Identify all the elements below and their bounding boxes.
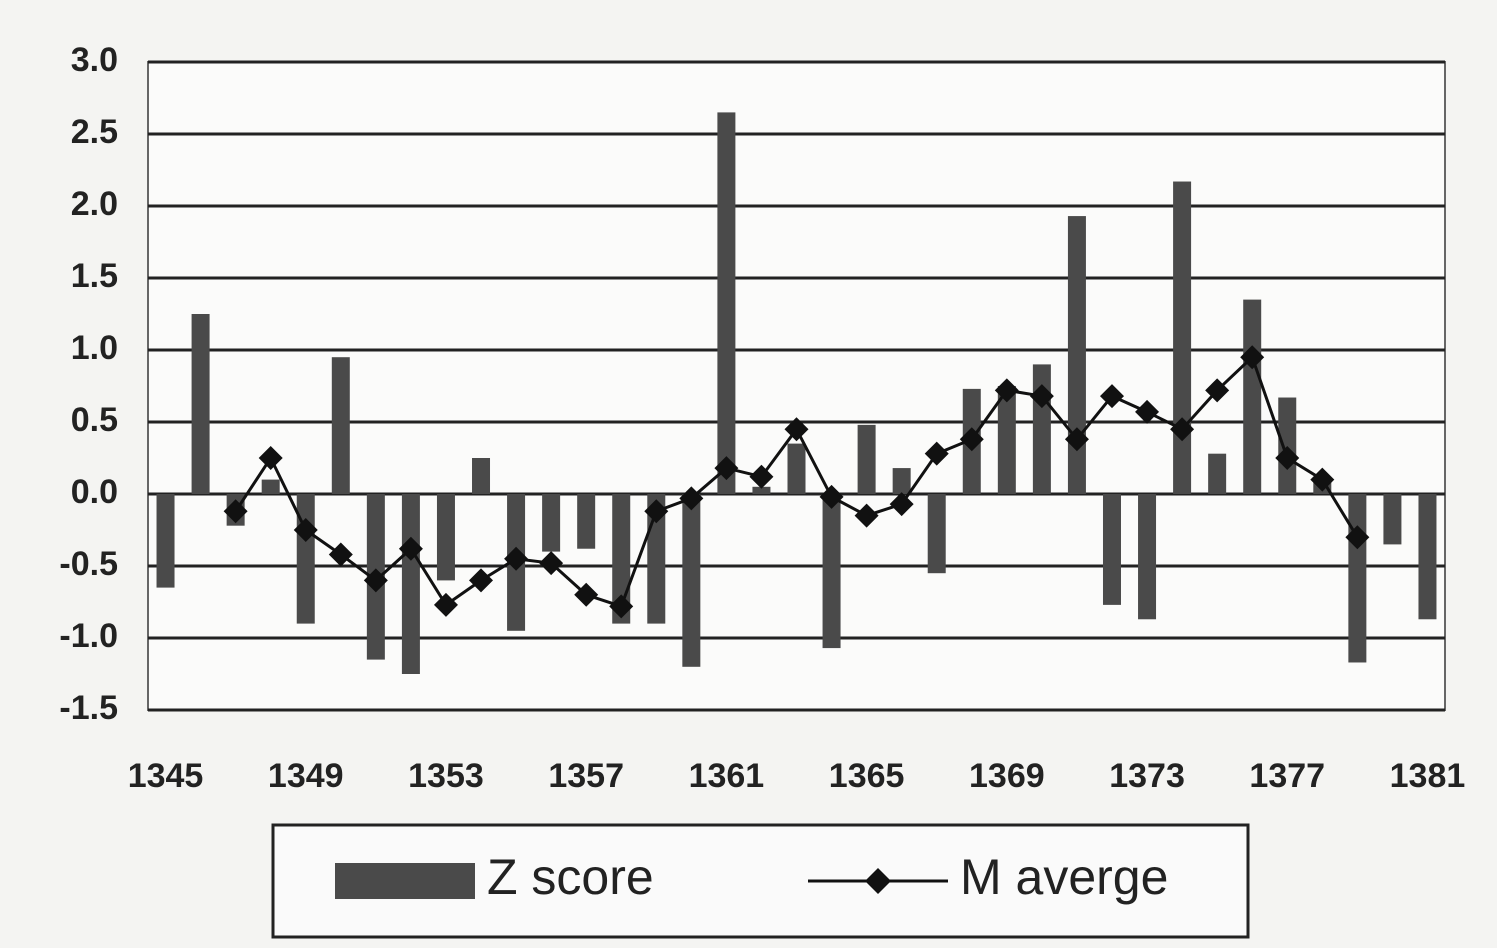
marker	[889, 492, 914, 517]
marker	[1345, 525, 1370, 550]
x-tick-label: 1345	[128, 757, 204, 795]
y-tick-label: -1.0	[59, 617, 118, 655]
marker	[1099, 384, 1124, 409]
legend-label: M averge	[960, 849, 1168, 905]
bar	[822, 494, 841, 649]
marker	[398, 536, 423, 561]
y-tick-label: 1.0	[71, 329, 118, 367]
y-tick-label: 0.0	[71, 473, 118, 511]
bar	[472, 458, 491, 494]
marker	[293, 518, 318, 542]
x-tick-label: 1377	[1249, 757, 1325, 795]
bar	[542, 494, 561, 552]
x-tick-label: 1353	[408, 757, 484, 795]
marker	[1240, 345, 1265, 370]
bar	[787, 443, 806, 494]
marker	[504, 546, 529, 571]
y-tick-label: -0.5	[59, 545, 118, 583]
bar	[682, 494, 701, 667]
y-tick-label: 2.0	[71, 185, 118, 223]
x-tick-label: 1373	[1109, 757, 1185, 795]
x-tick-label: 1381	[1390, 757, 1466, 795]
legend-swatch	[335, 863, 475, 899]
marker	[819, 484, 844, 509]
plot-area	[147, 61, 1446, 711]
y-tick-label: 2.5	[71, 113, 118, 151]
x-tick-label: 1349	[268, 757, 344, 795]
marker	[1170, 417, 1195, 442]
marker	[679, 486, 704, 511]
marker	[749, 464, 774, 489]
bar	[436, 494, 455, 581]
bar	[1032, 364, 1051, 494]
x-tick-label: 1369	[969, 757, 1045, 795]
bar	[1173, 181, 1192, 494]
marker	[574, 582, 599, 607]
bar	[1348, 494, 1367, 663]
bar	[1067, 216, 1086, 494]
bar	[927, 494, 946, 574]
bar	[717, 112, 736, 495]
marker	[1135, 399, 1160, 424]
marker	[924, 441, 949, 466]
bar	[401, 494, 420, 674]
bar	[1102, 494, 1121, 605]
bar	[857, 424, 876, 494]
y-tick-label: 0.5	[71, 401, 118, 439]
marker	[223, 499, 248, 524]
marker	[994, 378, 1019, 403]
marker	[1275, 446, 1300, 470]
marker	[1029, 384, 1054, 409]
bar	[261, 479, 280, 494]
x-tick-label: 1357	[548, 757, 624, 795]
bar	[1383, 494, 1402, 545]
legend-label: Z score	[487, 849, 654, 905]
marker	[644, 499, 669, 524]
marker	[1310, 467, 1335, 492]
bar	[156, 494, 175, 588]
marker	[539, 551, 564, 576]
marker	[1064, 427, 1089, 452]
marker	[469, 568, 494, 593]
bar	[1243, 299, 1262, 494]
bar	[1278, 397, 1297, 494]
x-tick-label: 1365	[829, 757, 905, 795]
marker	[609, 594, 634, 619]
bar	[1138, 494, 1157, 620]
marker	[328, 542, 353, 567]
bar	[191, 314, 210, 494]
marker	[714, 456, 739, 481]
bar	[577, 494, 596, 549]
y-tick-label: 3.0	[71, 41, 118, 79]
bar	[331, 357, 350, 494]
bar	[1418, 494, 1437, 620]
bar	[296, 494, 315, 624]
marker	[258, 446, 283, 470]
x-tick-label: 1361	[689, 757, 765, 795]
y-tick-label: 1.5	[71, 257, 118, 295]
marker	[959, 427, 984, 452]
marker	[1205, 378, 1230, 403]
marker	[363, 568, 388, 593]
marker	[433, 592, 458, 617]
bar	[752, 486, 771, 494]
bar	[1208, 453, 1227, 494]
legend-swatch	[865, 868, 891, 894]
bar	[892, 468, 911, 494]
marker	[854, 503, 879, 528]
bar	[997, 386, 1016, 494]
y-tick-label: -1.5	[59, 689, 118, 727]
marker	[784, 417, 809, 442]
